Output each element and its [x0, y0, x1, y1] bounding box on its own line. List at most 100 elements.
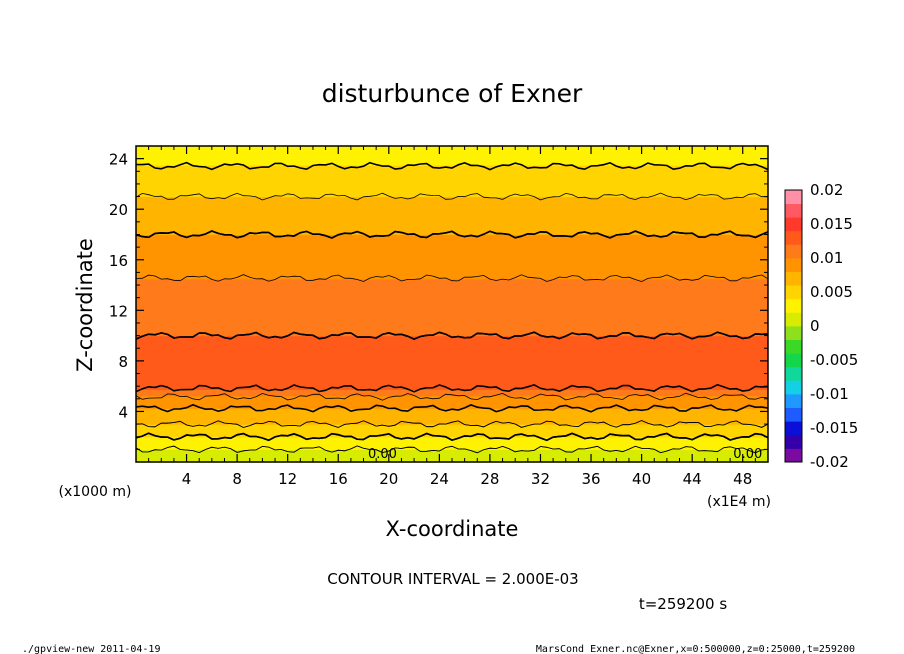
x-tick-label: 48 [733, 470, 752, 488]
field-band [136, 326, 768, 330]
field-band [136, 376, 768, 381]
field-band [136, 190, 768, 194]
contour-line [135, 432, 769, 442]
field-band [136, 177, 768, 182]
x-tick-label: 32 [531, 470, 550, 488]
field-band [136, 285, 768, 289]
field-band [136, 164, 768, 169]
colorbar-swatch [785, 326, 802, 340]
x-tick-label: 16 [329, 470, 348, 488]
contour-lines: 0.00 0.00 [135, 161, 769, 462]
field-band [136, 370, 768, 375]
field-band [136, 218, 768, 223]
field-band [136, 449, 768, 454]
field-band [136, 209, 768, 213]
field-band [136, 231, 768, 236]
field-band [136, 266, 768, 270]
colorbar-swatch [785, 353, 802, 368]
field-band [136, 300, 768, 305]
field-band [136, 269, 768, 273]
x-tick-label: 8 [232, 470, 242, 488]
contour-line [136, 161, 769, 171]
field-band [136, 395, 768, 400]
contour-line [135, 420, 769, 428]
x-multiplier-label: (x1E4 m) [707, 494, 771, 510]
y-tick-label: 20 [109, 201, 128, 219]
field-band [136, 348, 768, 352]
colorbar-tick-label: 0.015 [810, 215, 853, 233]
field-band [136, 174, 768, 179]
contour-line [135, 403, 769, 413]
field-band [136, 155, 768, 160]
colorbar-swatch [785, 448, 802, 463]
y-tick-label: 12 [109, 302, 128, 320]
colorbar-tick-label: 0.01 [810, 249, 843, 267]
colorbar-tick-label: -0.005 [810, 351, 858, 369]
field-band [136, 379, 768, 384]
field-band [136, 414, 768, 419]
footer-right: MarsCond_Exner.nc@Exner,x=0:500000,z=0:2… [536, 644, 855, 654]
field-band [136, 247, 768, 251]
field-band [136, 307, 768, 311]
field-band [136, 225, 768, 229]
field-band [136, 455, 768, 460]
field-band [136, 341, 768, 346]
field-band [136, 256, 768, 261]
field-band [136, 392, 768, 397]
field-band [136, 262, 768, 267]
field-band [136, 433, 768, 438]
plot-area [136, 146, 768, 463]
x-tick-label: 24 [430, 470, 449, 488]
field-band [136, 199, 768, 204]
colorbar-swatch [785, 217, 802, 232]
field-band [136, 351, 768, 356]
field-band [136, 187, 768, 191]
field-band [136, 417, 768, 422]
field-band [136, 420, 768, 425]
field-band [136, 373, 768, 378]
field-band [136, 383, 768, 387]
field-band [136, 158, 768, 163]
field-band [136, 427, 768, 431]
field-band [136, 398, 768, 403]
colorbar-tick-label: 0.02 [810, 181, 843, 199]
footer-left: ./gpview-new 2011-04-19 [22, 644, 160, 654]
y-tick-label: 24 [109, 151, 128, 169]
field-band [136, 234, 768, 239]
y-tick-label: 8 [118, 353, 128, 371]
field-band [136, 401, 768, 406]
colorbar-swatch [785, 244, 802, 259]
field-band [136, 408, 768, 413]
field-band [136, 332, 768, 337]
x-tick-label: 20 [379, 470, 398, 488]
contour-line [135, 445, 769, 454]
colorbar-swatch [785, 285, 802, 300]
field-band [136, 288, 768, 292]
field-band [136, 446, 768, 450]
contour-line [135, 331, 769, 340]
field-band [136, 228, 768, 232]
colorbar-swatch [785, 407, 802, 422]
field-band [136, 206, 768, 210]
contour-line [135, 192, 768, 201]
x-tick-label: 40 [632, 470, 651, 488]
x-unit-label: (x1000 m) [59, 484, 132, 500]
field-band [136, 275, 768, 280]
colorbar-tick-label: 0.005 [810, 283, 853, 301]
field-band [136, 322, 768, 327]
field-band [136, 221, 768, 226]
y-axis-ticks: 4 8 12 16 20 24 [109, 151, 768, 450]
field-band [136, 212, 768, 217]
field-band [136, 272, 768, 277]
x-tick-label: 28 [480, 470, 499, 488]
x-axis-ticks: 4 8 12 16 20 24 28 32 36 40 44 48 [148, 146, 756, 488]
field-band [136, 253, 768, 258]
field-band [136, 389, 768, 394]
colorbar-tick-label: -0.01 [810, 385, 849, 403]
contour-line [135, 230, 769, 239]
field-band [136, 329, 768, 334]
colorbar-swatch [785, 271, 802, 286]
field-band [136, 149, 768, 153]
field-band [136, 304, 768, 308]
